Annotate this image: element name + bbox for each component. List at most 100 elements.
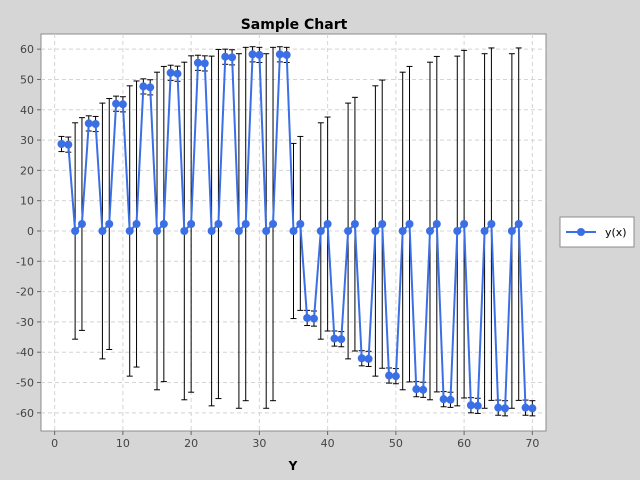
data-point xyxy=(412,385,421,394)
data-point xyxy=(514,220,523,229)
y-tick-label: 20 xyxy=(20,164,34,177)
data-point xyxy=(207,226,216,235)
y-tick-label: -40 xyxy=(16,346,34,359)
data-point xyxy=(153,226,162,235)
data-point xyxy=(385,371,394,380)
data-point xyxy=(357,354,366,363)
data-point xyxy=(439,395,448,404)
x-tick-label: 70 xyxy=(525,437,539,450)
data-point xyxy=(378,220,387,229)
data-point xyxy=(98,226,107,235)
x-tick-label: 40 xyxy=(321,437,335,450)
y-tick-label: 0 xyxy=(27,225,34,238)
data-point xyxy=(64,140,73,149)
data-point xyxy=(391,372,400,381)
x-tick-label: 60 xyxy=(457,437,471,450)
data-point xyxy=(432,220,441,229)
x-tick-label: 0 xyxy=(51,437,58,450)
data-point xyxy=(159,220,168,229)
y-tick-label: -20 xyxy=(16,286,34,299)
data-point xyxy=(105,220,114,229)
data-point xyxy=(323,220,332,229)
y-tick-label: 50 xyxy=(20,73,34,86)
data-point xyxy=(303,313,312,322)
data-point xyxy=(446,395,455,404)
y-tick-label: 30 xyxy=(20,134,34,147)
x-tick-label: 20 xyxy=(184,437,198,450)
series-line xyxy=(61,53,533,410)
data-point xyxy=(473,401,482,410)
y-tick-label: -50 xyxy=(16,377,34,390)
data-point xyxy=(248,50,257,59)
data-point xyxy=(221,52,230,61)
data-point xyxy=(296,220,305,229)
data-point xyxy=(282,50,291,59)
data-point xyxy=(453,226,462,235)
data-point xyxy=(77,220,86,229)
data-point xyxy=(200,59,209,68)
data-point xyxy=(425,226,434,235)
data-point xyxy=(419,385,428,394)
data-point xyxy=(494,403,503,412)
data-point xyxy=(487,220,496,229)
data-point xyxy=(460,220,469,229)
series-y-x xyxy=(57,50,537,413)
legend-marker xyxy=(577,228,585,236)
data-point xyxy=(501,404,510,413)
data-point xyxy=(364,354,373,363)
data-point xyxy=(180,226,189,235)
legend-label: y(x) xyxy=(605,226,627,239)
x-tick-label: 30 xyxy=(252,437,266,450)
data-point xyxy=(350,220,359,229)
data-point xyxy=(337,335,346,344)
data-point xyxy=(275,50,284,59)
data-point xyxy=(57,140,66,149)
data-point xyxy=(405,220,414,229)
data-point xyxy=(262,226,271,235)
data-point xyxy=(91,120,100,129)
data-point xyxy=(118,100,127,109)
chart-title: Sample Chart xyxy=(241,17,348,33)
data-point xyxy=(316,226,325,235)
data-point xyxy=(241,220,250,229)
data-point xyxy=(234,226,243,235)
data-point xyxy=(146,83,155,92)
data-point xyxy=(228,53,237,62)
x-tick-label: 10 xyxy=(116,437,130,450)
y-tick-label: -60 xyxy=(16,407,34,420)
data-point xyxy=(507,226,516,235)
y-tick-label: -10 xyxy=(16,255,34,268)
data-point xyxy=(139,82,148,91)
data-point xyxy=(214,220,223,229)
data-point xyxy=(269,220,278,229)
x-tick-label: 50 xyxy=(389,437,403,450)
x-axis-label: Y xyxy=(288,459,298,473)
y-tick-label: 10 xyxy=(20,195,34,208)
axes: -60 -50 -40 -30 -20 -10 0 10 20 30 40 50 60 0 10 20 30 40… xyxy=(16,43,539,450)
data-point xyxy=(289,226,298,235)
data-point xyxy=(84,119,93,128)
data-point xyxy=(521,403,530,412)
data-point xyxy=(166,68,175,77)
data-point xyxy=(330,334,339,343)
data-point xyxy=(528,404,537,413)
data-point xyxy=(344,226,353,235)
data-point xyxy=(398,226,407,235)
y-tick-label: -30 xyxy=(16,316,34,329)
data-point xyxy=(193,58,202,67)
data-point xyxy=(187,220,196,229)
y-tick-label: 60 xyxy=(20,43,34,56)
data-point xyxy=(255,50,264,59)
legend: y(x) xyxy=(559,216,635,248)
data-point xyxy=(466,401,475,410)
data-point xyxy=(480,226,489,235)
data-point xyxy=(125,226,134,235)
data-point xyxy=(132,220,141,229)
data-point xyxy=(173,69,182,78)
data-point xyxy=(309,314,318,323)
data-point xyxy=(371,226,380,235)
data-point xyxy=(112,99,121,108)
data-point xyxy=(71,226,80,235)
y-tick-label: 40 xyxy=(20,104,34,117)
